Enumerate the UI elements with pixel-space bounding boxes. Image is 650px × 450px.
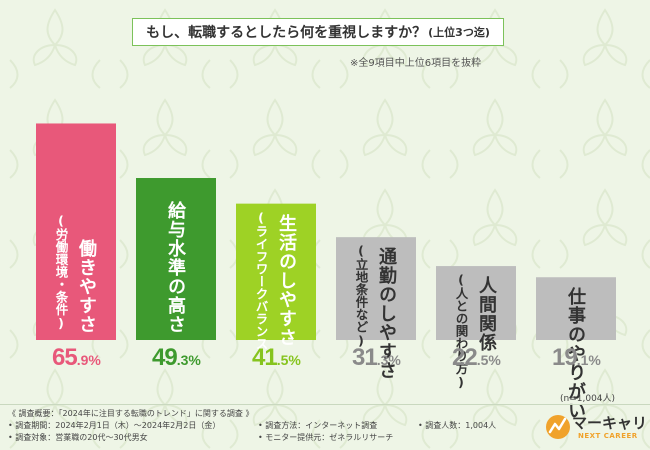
survey-period: • 調査期間：2024年2月1日（木）〜2024年2月2日（金） — [8, 421, 221, 430]
bar-label-main-4: 通勤のしやすさ — [376, 247, 397, 381]
bar-5 — [436, 266, 516, 340]
logo-icon — [546, 415, 570, 439]
survey-count: • 調査人数：1,004人 — [418, 421, 497, 430]
bar-label-main-6: 仕事のやりがい — [565, 287, 586, 421]
bar-2 — [136, 178, 216, 340]
monitor-provider: • モニター提供元：ゼネラルリサーチ — [258, 433, 394, 442]
survey-overview: 《 調査概要：「2024年に注目する転職のトレンド」に関する調査 》 — [8, 409, 254, 418]
chart-title-suffix: (上位3つ迄) — [428, 26, 490, 39]
chart-title: もし、転職するとしたら何を重視しますか？ (上位3つ迄) — [132, 18, 504, 46]
bar-4 — [336, 237, 416, 340]
value-label-3: 41.5% — [252, 344, 301, 371]
bar-label-main-5: 人間関係 — [476, 276, 497, 353]
excerpt-note: ※全9項目中上位6項目を抜粋 — [350, 58, 482, 69]
survey-method: • 調査方法：インターネット調査 — [258, 421, 378, 430]
chart-title-main: もし、転職するとしたら何を重視しますか？ — [146, 25, 427, 41]
sample-size-note: (n=1,004人) — [560, 394, 616, 404]
bar-label-sub-1: (労働環境・条件) — [53, 212, 69, 331]
bar-1 — [36, 123, 116, 340]
bar-label-sub-3: (ライフワークバランス) — [253, 209, 269, 365]
bar-label-main-3: 生活のしやすさ — [276, 213, 297, 347]
value-label-6: 19.1% — [552, 344, 601, 371]
value-label-4: 31.3% — [352, 344, 401, 371]
bar-label-sub-5: (人との関わり方) — [453, 272, 469, 390]
logo-name: マーキャリ — [572, 414, 648, 432]
bar-label-main-1: 働きやすさ — [76, 239, 97, 334]
value-label-1: 65.9% — [52, 344, 101, 371]
value-label-2: 49.3% — [152, 344, 201, 371]
value-label-5: 22.5% — [452, 344, 501, 371]
bar-6 — [536, 277, 616, 340]
survey-target: • 調査対象：営業職の20代〜30代男女 — [8, 433, 148, 442]
bar-label-sub-4: (立地条件など) — [353, 243, 369, 349]
bar-3 — [236, 203, 316, 340]
bar-label-main-2: 給与水準の高さ — [165, 201, 186, 334]
logo-subtitle: NEXT CAREER — [578, 432, 638, 440]
footer-divider — [0, 404, 650, 405]
